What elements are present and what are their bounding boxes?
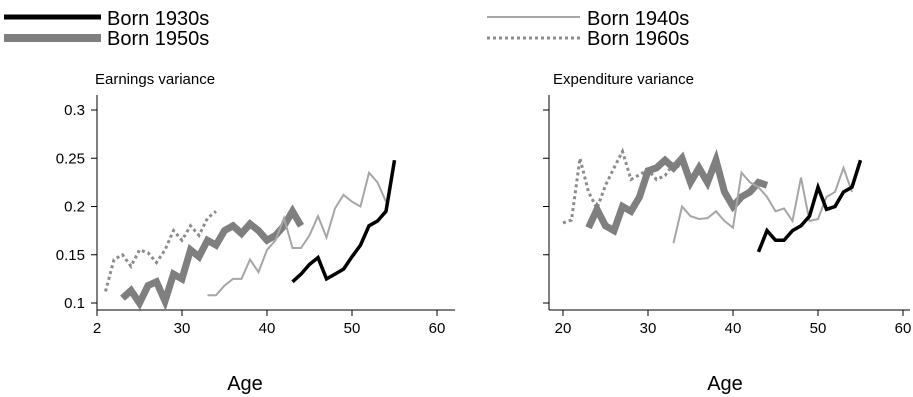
legend-label-born-1940s: Born 1940s (587, 8, 689, 30)
expenditure-series-born-1960s (562, 147, 683, 225)
earnings-x-tick-label: 60 (429, 320, 446, 337)
expenditure-variance-panel: Expenditure variance 20 30 40 50 60 Age (543, 71, 911, 395)
expenditure-series-born-1930s (756, 159, 863, 253)
earnings-x-tick-label: 50 (344, 320, 361, 337)
earnings-y-tick-label: 0.25 (56, 150, 85, 167)
legend-label-born-1930s: Born 1930s (107, 8, 209, 30)
legend-label-born-1950s: Born 1950s (107, 28, 209, 50)
earnings-x-tick-label: 40 (259, 320, 276, 337)
earnings-series-born-1930s (291, 159, 397, 284)
legend-item-born-1960s: Born 1960s (487, 28, 689, 50)
earnings-y-tick-label: 0.15 (56, 247, 85, 264)
earnings-chart-title: Earnings variance (95, 71, 215, 88)
expenditure-x-tick-label: 40 (725, 320, 742, 337)
expenditure-series-born-1940s (672, 164, 853, 244)
earnings-x-axis-label: Age (227, 373, 263, 395)
earnings-y-tick-label: 0.2 (64, 199, 85, 216)
earnings-y-tick-label: 0.3 (64, 102, 85, 119)
legend-item-born-1950s: Born 1950s (4, 28, 209, 50)
expenditure-x-tick-label: 30 (640, 320, 657, 337)
earnings-series-born-1950s (120, 204, 305, 312)
legend-item-born-1930s: Born 1930s (4, 8, 209, 30)
earnings-x-tick-label: 30 (174, 320, 191, 337)
legend-item-born-1940s: Born 1940s (487, 8, 689, 30)
legend: Born 1930s Born 1940s Born 1950s Born 19… (4, 8, 689, 50)
expenditure-x-tick-label: 20 (555, 320, 572, 337)
earnings-series-born-1960s (104, 210, 217, 292)
expenditure-series-born-1950s (585, 148, 769, 236)
earnings-variance-panel: Earnings variance 0.1 0.15 0.2 0.25 0.3 2 30 40 5… (56, 71, 455, 395)
earnings-series-born-1940s (207, 170, 387, 297)
expenditure-x-axis-label: Age (707, 373, 743, 395)
earnings-x-tick-label: 2 (93, 320, 101, 337)
expenditure-x-tick-label: 50 (810, 320, 827, 337)
legend-label-born-1960s: Born 1960s (587, 28, 689, 50)
expenditure-chart-title: Expenditure variance (553, 71, 694, 88)
expenditure-x-tick-label: 60 (895, 320, 912, 337)
earnings-y-tick-label: 0.1 (64, 295, 85, 312)
